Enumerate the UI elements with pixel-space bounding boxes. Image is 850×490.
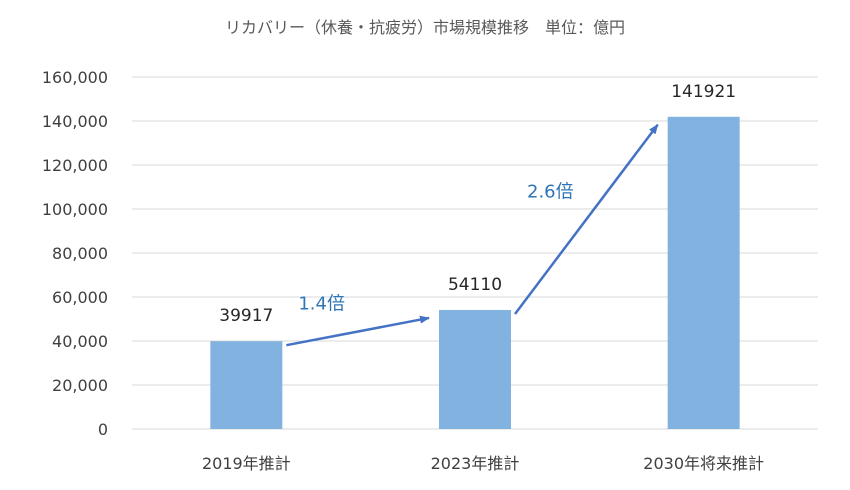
y-tick-label: 100,000 <box>42 200 108 219</box>
chart-title: リカバリー（休養・抗疲労）市場規模推移 単位：億円 <box>224 18 625 37</box>
y-tick-label: 20,000 <box>52 376 108 395</box>
y-tick-label: 40,000 <box>52 332 108 351</box>
y-tick-label: 80,000 <box>52 244 108 263</box>
y-tick-label: 160,000 <box>42 68 108 87</box>
y-tick-label: 120,000 <box>42 156 108 175</box>
bar <box>210 341 283 429</box>
x-category-label: 2023年推計 <box>431 454 520 473</box>
bar-value-label: 39917 <box>219 306 273 326</box>
growth-ratio-label: 1.4倍 <box>298 294 345 315</box>
growth-arrow <box>514 123 659 315</box>
x-category-label: 2019年推計 <box>202 454 291 473</box>
y-tick-label: 0 <box>98 420 108 439</box>
y-axis: 0 20,000 40,000 60,000 80,000 100,000 120,000 1… <box>42 68 108 439</box>
growth-arrow <box>286 315 430 347</box>
annotations: 1.4倍 2.6倍 <box>286 123 659 347</box>
y-tick-label: 60,000 <box>52 288 108 307</box>
bar-value-label: 54110 <box>448 275 502 295</box>
data-labels: 39917 54110 141921 <box>219 82 736 326</box>
bar <box>439 309 511 429</box>
y-tick-label: 140,000 <box>42 112 108 131</box>
x-axis: 2019年推計 2023年推計 2030年将来推計 <box>202 454 764 473</box>
x-category-label: 2030年将来推計 <box>643 454 764 473</box>
bars <box>210 116 740 429</box>
growth-ratio-label: 2.6倍 <box>527 181 574 202</box>
bar <box>667 116 740 429</box>
bar-value-label: 141921 <box>671 82 736 102</box>
